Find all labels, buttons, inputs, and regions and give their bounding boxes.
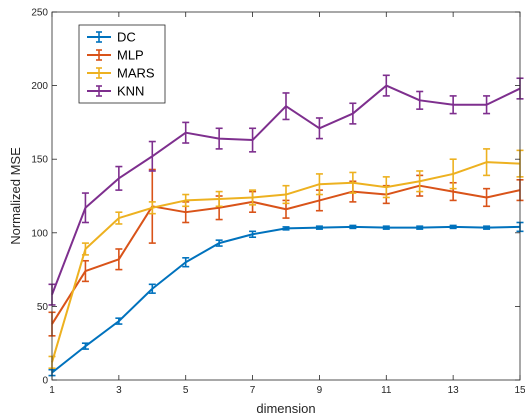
legend-item-dc: DC <box>87 30 136 45</box>
error-bar <box>81 192 89 224</box>
error-bar <box>81 259 89 283</box>
error-bar <box>282 226 290 231</box>
error-bar <box>182 193 190 208</box>
error-bar <box>81 342 89 350</box>
error-bar <box>416 90 424 110</box>
error-bar <box>282 184 290 205</box>
error-bar <box>249 127 257 153</box>
legend-label: KNN <box>117 84 144 99</box>
error-bar <box>215 239 223 247</box>
error-bar <box>115 248 123 271</box>
error-bar <box>483 95 491 115</box>
series-dc <box>48 221 524 377</box>
error-bar <box>148 283 156 294</box>
x-tick-label: 11 <box>381 385 392 396</box>
error-bar <box>182 121 190 144</box>
error-bar <box>382 176 390 199</box>
error-bar <box>449 95 457 115</box>
plot-frame <box>51 11 521 381</box>
legend-item-mars: MARS <box>87 66 155 81</box>
error-bar <box>282 92 290 121</box>
x-tick-label: 13 <box>448 385 460 396</box>
error-bar <box>349 224 357 230</box>
error-bar <box>483 225 491 230</box>
legend-item-knn: KNN <box>87 84 144 99</box>
error-bar <box>115 317 123 325</box>
error-bar <box>81 242 89 256</box>
error-bar <box>449 158 457 190</box>
legend-label: MARS <box>117 66 155 81</box>
y-tick-label: 0 <box>42 376 48 387</box>
error-bar <box>148 201 156 215</box>
error-bar <box>449 224 457 230</box>
error-bar <box>483 148 491 177</box>
error-bar <box>349 171 357 194</box>
error-bar <box>215 190 223 208</box>
error-bar <box>249 189 257 206</box>
legend-item-mlp: MLP <box>87 48 144 63</box>
x-tick-label: 15 <box>514 385 525 396</box>
x-tick-label: 9 <box>317 385 323 396</box>
y-tick-label: 200 <box>31 81 48 92</box>
y-tick-label: 50 <box>37 302 49 313</box>
legend-label: DC <box>117 30 136 45</box>
y-axis-label: Normalized MSE <box>8 147 23 245</box>
y-tick-label: 150 <box>31 155 48 166</box>
x-axis-label: dimension <box>256 401 315 416</box>
error-bar <box>416 170 424 193</box>
error-bar <box>483 187 491 208</box>
error-bar <box>416 225 424 230</box>
error-bar <box>115 211 123 225</box>
error-bar <box>215 127 223 150</box>
error-bar <box>182 257 190 268</box>
series-layer <box>48 74 524 377</box>
error-bar <box>315 173 323 196</box>
error-bar <box>349 102 357 125</box>
y-tick-label: 250 <box>31 8 48 19</box>
y-tick-label: 100 <box>31 228 48 239</box>
x-tick-label: 3 <box>116 385 122 396</box>
error-bar <box>382 74 390 97</box>
legend: DC MLP MARS KNN <box>78 24 166 104</box>
x-tick-label: 1 <box>49 385 55 396</box>
error-bar <box>315 117 323 140</box>
error-bar <box>148 140 156 172</box>
error-bar <box>249 230 257 239</box>
x-tick-label: 7 <box>250 385 256 396</box>
error-bar <box>315 225 323 230</box>
x-tick-label: 5 <box>183 385 189 396</box>
error-bar <box>115 165 123 191</box>
legend-label: MLP <box>117 48 144 63</box>
error-bar <box>382 225 390 230</box>
